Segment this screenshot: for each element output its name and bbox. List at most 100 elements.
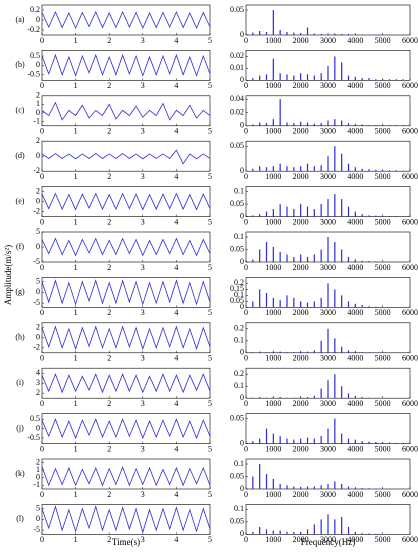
x-tick-label: 3000 xyxy=(320,354,336,363)
x-tick-label: 4 xyxy=(174,399,178,408)
y-tick-label: -1 xyxy=(33,480,40,489)
x-tick-label: 1 xyxy=(74,217,78,226)
x-tick-label: 1 xyxy=(74,444,78,453)
y-tick-label: 2 xyxy=(36,136,40,145)
y-tick-label: 2 xyxy=(36,186,40,195)
x-tick-label: 0 xyxy=(40,172,44,181)
y-tick-label: 0 xyxy=(36,60,40,69)
x-tick-label: 1000 xyxy=(265,444,281,453)
y-tick-label: 0 xyxy=(36,514,40,523)
x-tick-label: 2 xyxy=(107,399,111,408)
y-tick-label: -2 xyxy=(33,206,40,215)
x-tick-label: 3 xyxy=(141,354,145,363)
y-tick-label: 0.15 xyxy=(230,284,244,293)
y-tick-label: 0 xyxy=(36,15,40,24)
x-tick-label: 2 xyxy=(107,36,111,45)
x-tick-label: 3 xyxy=(141,36,145,45)
x-tick-label: 1000 xyxy=(265,81,281,90)
y-tick-label: 1 xyxy=(36,465,40,474)
x-tick-label: 5000 xyxy=(375,535,391,544)
x-tick-label: 5000 xyxy=(375,263,391,272)
y-tick-label: 0.1 xyxy=(234,336,244,345)
x-tick-label: 2 xyxy=(107,81,111,90)
signal-line xyxy=(41,505,211,534)
signal-line xyxy=(41,11,211,29)
x-tick-label: 6000 xyxy=(402,81,418,90)
x-tick-label: 2000 xyxy=(293,81,309,90)
y-tick-label: 0 xyxy=(240,75,244,84)
x-tick-label: 1 xyxy=(74,36,78,45)
x-tick-label: 6000 xyxy=(402,490,418,499)
y-axis-label: Amplitude(m/s²) xyxy=(3,245,13,305)
y-tick-label: 0 xyxy=(240,257,244,266)
x-tick-label: 3000 xyxy=(320,308,336,317)
panel-label: (h) xyxy=(15,333,25,342)
x-tick-label: 0 xyxy=(40,263,44,272)
y-tick-label: 0.05 xyxy=(230,244,244,253)
y-tick-label: 0.1 xyxy=(234,381,244,390)
x-tick-label: 4 xyxy=(174,263,178,272)
y-tick-label: 0.2 xyxy=(234,278,244,287)
y-tick-label: 0.1 xyxy=(234,459,244,468)
x-tick-label: 3000 xyxy=(320,399,336,408)
x-tick-label: 6000 xyxy=(402,263,418,272)
x-tick-label: 2 xyxy=(107,490,111,499)
x-tick-label: 4 xyxy=(174,444,178,453)
x-tick-label: 5 xyxy=(208,490,212,499)
x-tick-label: 2000 xyxy=(293,308,309,317)
panel-label: (l) xyxy=(16,514,24,523)
signal-line xyxy=(41,373,211,394)
y-tick-label: 0 xyxy=(36,242,40,251)
x-tick-label: 3 xyxy=(141,399,145,408)
x-tick-label: 2 xyxy=(107,172,111,181)
y-tick-label: -0.5 xyxy=(27,433,40,442)
x-tick-label: 3 xyxy=(141,263,145,272)
x-tick-label: 3000 xyxy=(320,263,336,272)
x-tick-label: 0 xyxy=(40,490,44,499)
x-axis-label: Time(s) xyxy=(112,537,140,547)
x-tick-label: 0 xyxy=(244,263,248,272)
y-tick-label: 0 xyxy=(36,151,40,160)
x-tick-label: 0 xyxy=(244,354,248,363)
y-tick-label: 0.02 xyxy=(230,51,244,60)
y-tick-label: 3 xyxy=(36,378,40,387)
y-tick-label: 0.05 xyxy=(230,517,244,526)
x-tick-label: 4000 xyxy=(347,490,363,499)
y-tick-label: 0.05 xyxy=(230,413,244,422)
x-tick-label: 0 xyxy=(244,399,248,408)
x-tick-label: 3000 xyxy=(320,81,336,90)
y-tick-label: 0 xyxy=(240,211,244,220)
x-tick-label: 5000 xyxy=(375,444,391,453)
y-tick-label: 0.2 xyxy=(30,5,40,14)
x-tick-label: 3000 xyxy=(320,127,336,136)
x-tick-label: 0 xyxy=(244,490,248,499)
x-tick-label: 1000 xyxy=(265,36,281,45)
y-tick-label: -0.5 xyxy=(27,70,40,79)
x-tick-label: 3 xyxy=(141,490,145,499)
x-tick-label: 3000 xyxy=(320,444,336,453)
x-tick-label: 0 xyxy=(244,36,248,45)
signal-line xyxy=(41,101,211,121)
plot-frame xyxy=(41,458,211,490)
x-tick-label: 5 xyxy=(208,172,212,181)
x-tick-label: 0 xyxy=(244,172,248,181)
x-tick-label: 0 xyxy=(244,444,248,453)
x-tick-label: 2000 xyxy=(293,36,309,45)
y-tick-label: 0 xyxy=(240,484,244,493)
x-tick-label: 1 xyxy=(74,399,78,408)
x-tick-label: 1 xyxy=(74,263,78,272)
y-tick-label: 0 xyxy=(36,196,40,205)
x-tick-label: 3 xyxy=(141,444,145,453)
x-tick-label: 2 xyxy=(107,535,111,544)
x-tick-label: 0 xyxy=(40,36,44,45)
x-tick-label: 1 xyxy=(74,308,78,317)
x-tick-label: 4 xyxy=(174,217,178,226)
x-tick-label: 2 xyxy=(107,127,111,136)
x-tick-label: 2 xyxy=(107,263,111,272)
x-tick-label: 2000 xyxy=(293,263,309,272)
y-tick-label: 0 xyxy=(36,473,40,482)
y-tick-label: 2 xyxy=(36,323,40,332)
x-tick-label: 6000 xyxy=(402,308,418,317)
signal-line xyxy=(41,192,211,211)
x-tick-label: 6000 xyxy=(402,36,418,45)
